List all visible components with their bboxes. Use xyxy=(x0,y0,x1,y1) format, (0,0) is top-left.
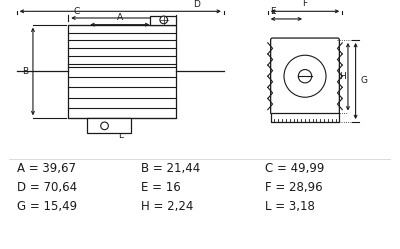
Text: A: A xyxy=(117,13,123,22)
Text: E = 16: E = 16 xyxy=(141,182,180,194)
Text: B: B xyxy=(22,67,28,76)
FancyBboxPatch shape xyxy=(271,38,339,114)
Text: D: D xyxy=(193,0,200,9)
Bar xyxy=(87,118,131,133)
Text: C = 49,99: C = 49,99 xyxy=(265,162,324,175)
Circle shape xyxy=(101,122,108,130)
Text: L: L xyxy=(118,131,123,140)
Text: F = 28,96: F = 28,96 xyxy=(265,182,322,194)
Text: F: F xyxy=(302,0,308,8)
Text: B = 21,44: B = 21,44 xyxy=(141,162,200,175)
Circle shape xyxy=(284,55,326,97)
Text: G: G xyxy=(360,76,367,85)
Bar xyxy=(68,25,176,118)
Bar xyxy=(150,16,176,25)
Text: H: H xyxy=(339,72,346,81)
Circle shape xyxy=(298,69,312,83)
Text: A = 39,67: A = 39,67 xyxy=(17,162,76,175)
Circle shape xyxy=(160,16,168,24)
Text: L = 3,18: L = 3,18 xyxy=(265,200,315,213)
Text: H = 2,24: H = 2,24 xyxy=(141,200,193,213)
Bar xyxy=(271,114,339,122)
Text: G = 15,49: G = 15,49 xyxy=(17,200,77,213)
Text: D = 70,64: D = 70,64 xyxy=(17,182,77,194)
Text: C: C xyxy=(73,7,79,16)
Text: E: E xyxy=(270,7,275,16)
